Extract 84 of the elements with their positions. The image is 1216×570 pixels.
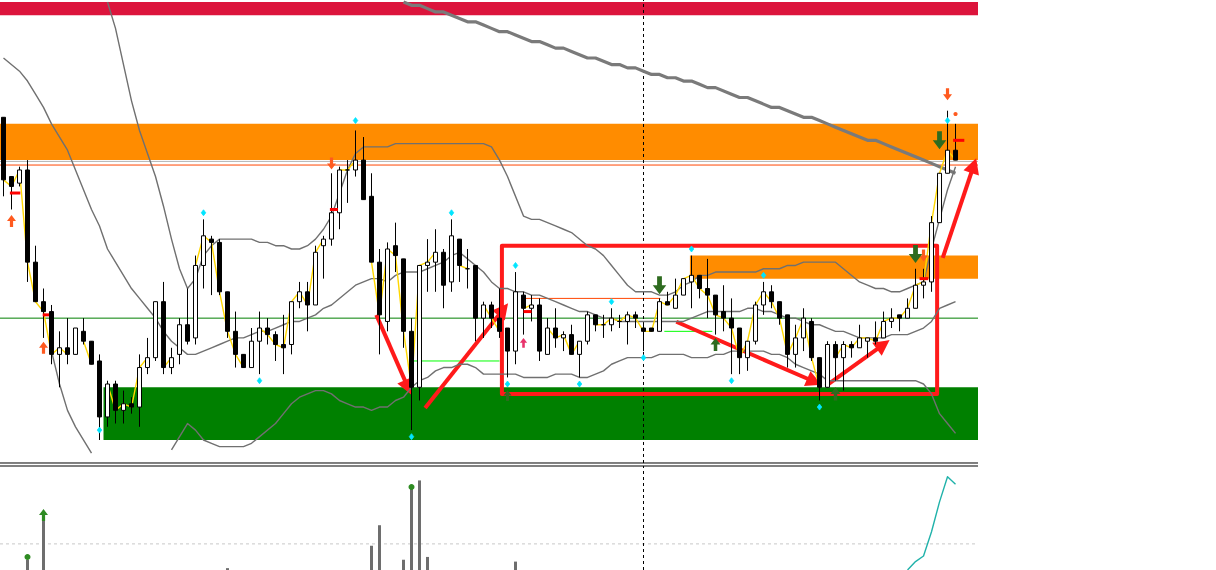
candlestick [801,307,807,352]
candlestick [913,268,919,309]
point [608,298,615,306]
candlestick [169,347,174,375]
point [352,117,359,124]
candlestick [553,307,559,349]
point [200,209,207,217]
candlestick [769,284,775,309]
candlestick [953,123,959,161]
candlestick [905,297,911,319]
candlestick [857,324,863,349]
candlestick [529,294,535,322]
candlestick [17,166,22,187]
candlestick [185,288,190,345]
candlestick [257,311,263,375]
candlestick [65,317,70,365]
candlestick [881,311,887,339]
candlestick [793,324,799,369]
candlestick [9,176,14,210]
candlestick [873,320,879,345]
point [944,117,951,124]
candlestick [393,222,399,273]
candlestick [729,297,735,375]
candlestick [609,307,615,332]
candlestick [481,301,487,339]
point [688,245,695,253]
candlestick [761,281,767,316]
point [96,426,103,434]
point [728,377,735,385]
candlestick [433,228,439,293]
bar [370,545,374,570]
candlestick [921,268,927,299]
candlestick [273,330,279,362]
candlestick [705,258,711,319]
candlestick [489,301,495,329]
candlestick [297,281,303,309]
candlestick [209,235,214,296]
candlestick [89,340,94,365]
candlestick [713,294,719,336]
candlestick [945,110,951,174]
point [448,209,455,217]
candlestick [777,301,783,326]
bar [426,556,430,570]
candlestick [81,317,86,345]
candlestick [689,255,695,309]
candlestick [721,284,727,332]
candlestick [425,238,431,293]
candlestick [281,314,287,375]
candlestick [145,337,150,375]
candlestick [745,340,751,372]
candlestick [841,340,847,392]
candlestick [833,340,839,382]
point [576,380,583,388]
candlestick [233,311,238,369]
candlestick [505,327,511,378]
candlestick [625,311,631,345]
candlestick [497,288,503,339]
candlestick [577,340,583,378]
point [256,377,263,385]
candlestick [41,288,46,339]
candlestick [305,281,311,332]
candlestick [121,390,126,425]
bar [514,561,518,570]
bar [418,480,422,570]
candlestick [697,274,703,299]
bar [402,559,406,570]
point [760,271,767,279]
point [512,262,519,269]
point [640,354,647,362]
candlestick [889,307,895,329]
candlestick [57,330,62,388]
candlestick [265,317,271,345]
candlestick [865,337,871,359]
candlestick [321,235,327,280]
candlestick [569,324,575,355]
candlestick [345,159,351,204]
candlestick [353,129,359,178]
point [408,433,415,441]
candlestick [521,291,527,336]
bar [378,525,382,570]
point [504,380,511,388]
point [816,403,823,411]
candlestick [673,278,679,309]
candlestick [561,330,567,352]
